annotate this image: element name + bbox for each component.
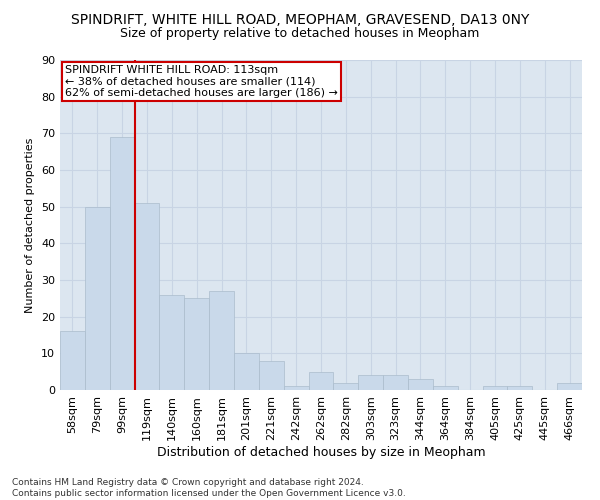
Text: Contains HM Land Registry data © Crown copyright and database right 2024.
Contai: Contains HM Land Registry data © Crown c… <box>12 478 406 498</box>
Bar <box>408 379 433 390</box>
Bar <box>557 382 582 390</box>
Bar <box>284 386 308 390</box>
Bar <box>60 332 85 390</box>
Bar <box>234 354 259 390</box>
Bar <box>383 376 408 390</box>
Bar <box>209 291 234 390</box>
Bar <box>308 372 334 390</box>
Text: SPINDRIFT, WHITE HILL ROAD, MEOPHAM, GRAVESEND, DA13 0NY: SPINDRIFT, WHITE HILL ROAD, MEOPHAM, GRA… <box>71 12 529 26</box>
Bar <box>134 203 160 390</box>
Text: Size of property relative to detached houses in Meopham: Size of property relative to detached ho… <box>121 28 479 40</box>
Bar <box>110 137 134 390</box>
Bar <box>259 360 284 390</box>
Bar <box>358 376 383 390</box>
Bar <box>85 206 110 390</box>
Bar <box>184 298 209 390</box>
Bar <box>433 386 458 390</box>
Bar <box>508 386 532 390</box>
Text: SPINDRIFT WHITE HILL ROAD: 113sqm
← 38% of detached houses are smaller (114)
62%: SPINDRIFT WHITE HILL ROAD: 113sqm ← 38% … <box>65 65 338 98</box>
X-axis label: Distribution of detached houses by size in Meopham: Distribution of detached houses by size … <box>157 446 485 458</box>
Bar <box>160 294 184 390</box>
Bar <box>334 382 358 390</box>
Bar <box>482 386 508 390</box>
Y-axis label: Number of detached properties: Number of detached properties <box>25 138 35 312</box>
